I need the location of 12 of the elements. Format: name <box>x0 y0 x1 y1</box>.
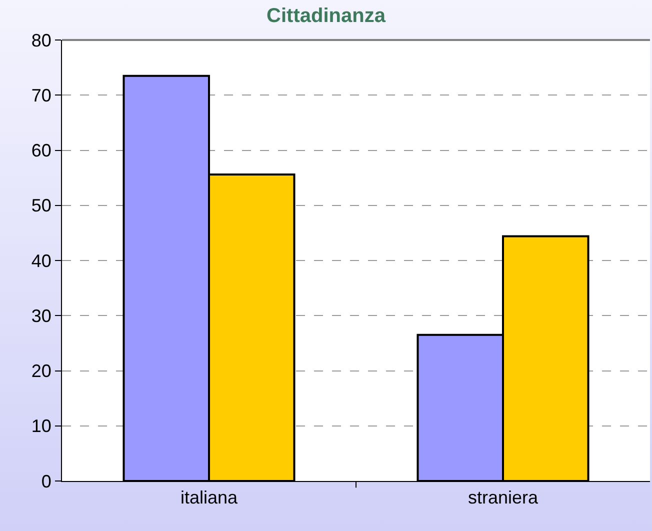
y-tick-label: 60 <box>31 140 52 161</box>
y-tick-label: 30 <box>31 306 52 326</box>
y-tick-label: 50 <box>31 196 52 216</box>
y-tick-label: 80 <box>31 30 52 50</box>
y-tick-label: 70 <box>31 85 52 106</box>
x-tick-label: italiana <box>180 488 239 508</box>
y-tick-label: 20 <box>31 361 52 382</box>
y-tick-label: 10 <box>31 416 52 436</box>
x-tick-label: straniera <box>468 488 540 508</box>
chart-title: Cittadinanza <box>266 4 386 27</box>
y-tick-label: 0 <box>41 471 52 492</box>
y-tick-label: 40 <box>31 250 52 271</box>
